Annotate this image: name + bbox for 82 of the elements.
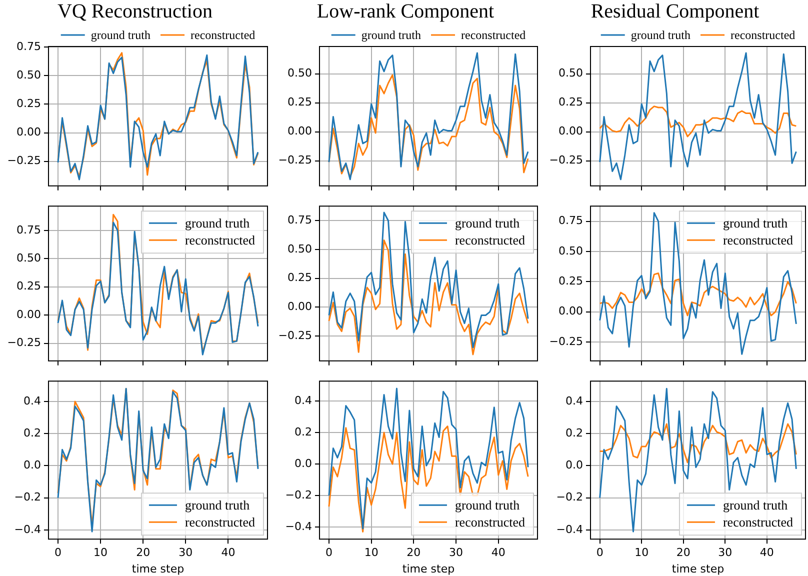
x-tick-label: 40 [760, 546, 774, 560]
y-tick-label: 0.00 [288, 124, 312, 138]
x-tick-label: 0 [54, 546, 62, 560]
legend-label: ground truth [454, 498, 520, 513]
y-tick-label: 0.75 [16, 40, 41, 53]
y-tick-label: 0.50 [288, 242, 312, 256]
legend-label: ground truth [184, 216, 250, 231]
legend-label: ground truth [90, 28, 151, 42]
legend-label: reconstructed [184, 514, 256, 530]
y-tick-label: −0.2 [556, 490, 583, 504]
x-tick-label: 20 [676, 546, 690, 560]
y-tick-label: 0.00 [288, 300, 312, 314]
y-tick-label: 0.4 [294, 394, 312, 407]
legend-label: reconstructed [454, 514, 526, 530]
y-tick-label: 0.75 [288, 213, 312, 226]
x-tick-label: 40 [221, 546, 236, 560]
y-tick-label: 0.75 [16, 223, 41, 236]
legend-label: ground truth [454, 216, 520, 231]
chart-title: VQ Reconstruction [58, 0, 212, 22]
y-tick-label: 0.50 [558, 66, 583, 80]
y-tick-label: 0.25 [288, 271, 312, 284]
legend-label: reconstructed [190, 28, 256, 42]
y-tick-label: 0.0 [566, 458, 583, 472]
y-tick-label: 0.0 [294, 456, 312, 470]
x-tick-label: 0 [325, 546, 332, 560]
legend-label: ground truth [361, 28, 422, 42]
x-axis-title: time step [672, 562, 724, 576]
y-tick-label: −0.4 [556, 522, 583, 536]
y-tick-label: −0.2 [14, 490, 41, 504]
y-tick-label: −0.25 [278, 328, 312, 342]
y-tick-label: 0.4 [24, 394, 41, 408]
legend-label: reconstructed [461, 28, 526, 42]
y-tick-label: 0.00 [16, 308, 41, 321]
y-tick-label: 0.75 [558, 214, 583, 228]
x-tick-label: 10 [364, 546, 378, 560]
y-tick-label: 0.25 [16, 280, 41, 293]
y-tick-label: −0.25 [278, 154, 312, 167]
y-tick-label: −0.25 [7, 336, 41, 350]
y-tick-label: 0.50 [288, 66, 312, 80]
chart-title: Residual Component [590, 0, 760, 22]
legend-label: reconstructed [722, 514, 794, 530]
y-tick-label: 0.2 [294, 425, 312, 438]
x-tick-label: 30 [178, 546, 193, 560]
y-tick-label: 0.25 [16, 97, 41, 110]
x-tick-label: 30 [718, 546, 732, 560]
y-tick-label: 0.50 [16, 252, 41, 265]
legend-label: ground truth [630, 28, 691, 42]
x-tick-label: 0 [596, 546, 604, 560]
y-tick-label: −0.4 [285, 520, 312, 533]
y-tick-label: 0.50 [558, 244, 583, 258]
legend-label: ground truth [722, 498, 788, 513]
legend-label: ground truth [722, 216, 788, 231]
y-tick-label: −0.2 [285, 488, 312, 502]
y-tick-label: 0.25 [558, 274, 583, 288]
x-tick-label: 20 [406, 546, 421, 560]
legend-label: reconstructed [722, 232, 794, 248]
y-tick-label: 0.2 [24, 426, 41, 440]
y-tick-label: 0.4 [566, 394, 583, 408]
y-tick-label: 0.00 [558, 304, 583, 318]
legend-label: reconstructed [184, 232, 256, 248]
x-axis-title: time step [402, 562, 455, 576]
y-tick-label: 0.50 [16, 68, 41, 82]
legend-label: reconstructed [454, 232, 526, 248]
x-tick-label: 10 [634, 546, 649, 560]
x-axis-title: time step [132, 562, 184, 576]
x-tick-label: 20 [136, 546, 150, 560]
y-tick-label: 0.25 [288, 96, 312, 109]
legend-label: reconstructed [730, 28, 796, 42]
y-tick-label: −0.25 [549, 154, 583, 167]
y-tick-label: −0.25 [549, 334, 583, 348]
y-tick-label: 0.2 [566, 426, 583, 440]
x-tick-label: 40 [491, 546, 506, 560]
y-tick-label: −0.25 [7, 154, 41, 168]
x-tick-label: 30 [449, 546, 464, 560]
x-tick-label: 10 [94, 546, 108, 560]
y-tick-label: −0.4 [14, 522, 41, 536]
y-tick-label: 0.25 [558, 96, 583, 109]
y-tick-label: 0.00 [16, 126, 41, 139]
y-tick-label: 0.0 [24, 458, 41, 472]
y-tick-label: 0.00 [558, 124, 583, 138]
chart-title: Low-rank Component [316, 0, 495, 22]
legend-label: ground truth [184, 498, 250, 513]
